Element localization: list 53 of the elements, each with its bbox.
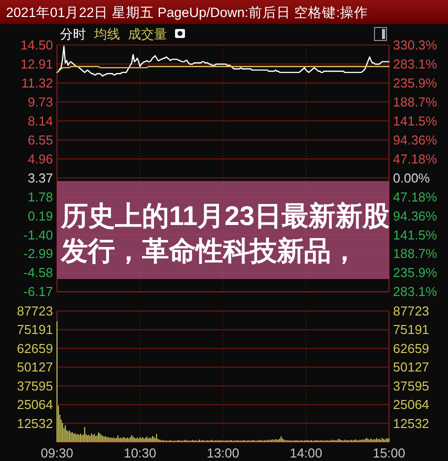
chart-subtitle: 2021年01月22日 星期五 PageUp/Down:前后日 空格键:操作 bbox=[6, 5, 368, 20]
y2-tick-label: 0.00% bbox=[393, 170, 430, 186]
y2-tick-label: 62659 bbox=[393, 340, 430, 356]
y-tick-label: 12.91 bbox=[20, 56, 53, 72]
y-tick-label: 0.19 bbox=[28, 208, 53, 224]
y-tick-label: -1.40 bbox=[23, 227, 53, 242]
y2-tick-label: 47.18% bbox=[393, 189, 438, 204]
y2-tick-label: 37595 bbox=[393, 378, 430, 394]
y-tick-label: 75191 bbox=[16, 322, 53, 338]
y2-tick-label: 50127 bbox=[393, 360, 430, 375]
text: 成交量 bbox=[128, 26, 167, 42]
y2-tick-label: 330.3% bbox=[393, 38, 438, 52]
y-tick-label: 62659 bbox=[16, 340, 53, 356]
y2-tick-label: 94.36% bbox=[393, 132, 438, 148]
y2-tick-label: 141.5% bbox=[393, 227, 438, 242]
line-series bbox=[56, 46, 390, 77]
y-tick-label: 1.78 bbox=[28, 189, 53, 204]
y2-tick-label: 94.36% bbox=[393, 208, 438, 224]
y2-tick-label: 235.9% bbox=[393, 265, 438, 280]
x-tick-label: 09:30 bbox=[40, 446, 74, 460]
y-tick-label: 9.73 bbox=[28, 94, 53, 110]
y-tick-label: 8.14 bbox=[28, 113, 53, 128]
y2-tick-label: 141.5% bbox=[393, 113, 438, 128]
y-tick-label: -2.99 bbox=[23, 246, 53, 262]
y2-tick-label: 283.1% bbox=[393, 56, 438, 72]
x-tick-label: 13:00 bbox=[206, 446, 240, 460]
y-tick-label: -6.17 bbox=[23, 284, 53, 300]
y2-tick-label: 75191 bbox=[393, 322, 430, 338]
y2-tick-label: 12532 bbox=[393, 416, 430, 431]
y-tick-label: 14.50 bbox=[20, 38, 53, 52]
x-tick-label: 10:30 bbox=[124, 446, 156, 460]
y-tick-label: 4.96 bbox=[28, 151, 53, 166]
y-tick-label: 87723 bbox=[16, 304, 53, 318]
y-tick-label: 3.37 bbox=[28, 170, 53, 186]
y2-tick-label: 235.9% bbox=[393, 75, 438, 90]
y2-tick-label: 87723 bbox=[393, 304, 430, 318]
y2-tick-label: 25064 bbox=[393, 397, 430, 412]
x-tick-label: 14:00 bbox=[290, 446, 322, 460]
y2-tick-label: 47.18% bbox=[393, 151, 438, 166]
y2-tick-label: 283.1% bbox=[393, 284, 438, 300]
y-tick-label: 25064 bbox=[16, 397, 53, 412]
text: 历史上的11月23日最新新股发行，革命性科技新品， bbox=[61, 201, 390, 266]
series-label: 分时 bbox=[60, 26, 86, 42]
y-tick-label: -4.58 bbox=[23, 265, 53, 280]
y-tick-label: 37595 bbox=[16, 378, 53, 394]
y-tick-label: 12532 bbox=[16, 416, 53, 431]
y2-tick-label: 188.7% bbox=[393, 246, 438, 262]
series-label: 均线 bbox=[93, 26, 120, 42]
y-tick-label: 50127 bbox=[16, 360, 53, 375]
y2-tick-label: 188.7% bbox=[393, 94, 438, 110]
x-tick-label: 15:00 bbox=[372, 446, 406, 460]
y-tick-label: 11.32 bbox=[21, 75, 53, 90]
y-tick-label: 6.55 bbox=[28, 132, 53, 148]
